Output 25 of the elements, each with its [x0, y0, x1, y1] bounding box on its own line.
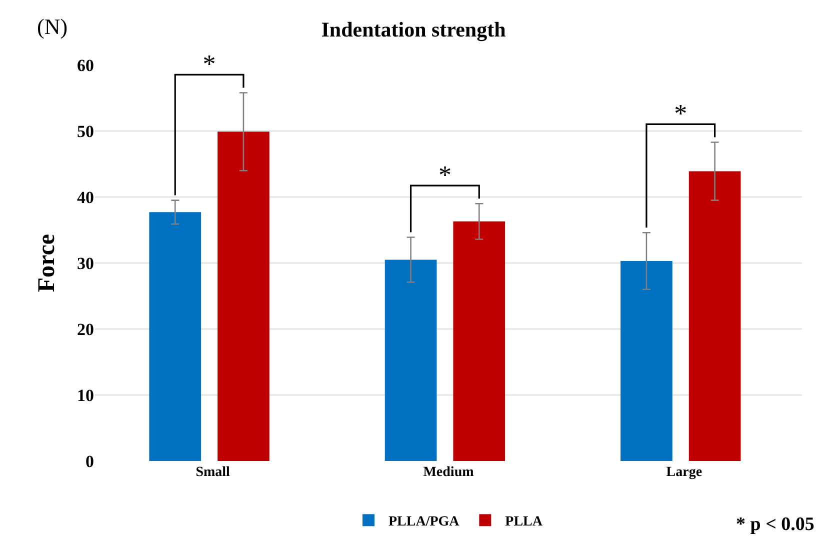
- x-tick-label: Small: [196, 465, 230, 480]
- y-tick-label: 10: [77, 386, 94, 405]
- x-tick-label: Medium: [423, 465, 474, 480]
- text: (N): [37, 14, 68, 39]
- bar: [384, 260, 437, 461]
- y-axis-title: Force: [34, 234, 60, 292]
- y-tick-label: 40: [77, 188, 94, 207]
- bar: [149, 212, 202, 461]
- y-tick-label: 0: [86, 452, 94, 471]
- y-tick-label: 30: [77, 254, 94, 273]
- annotation: *: [438, 160, 452, 190]
- legend-label: PLLA: [505, 514, 544, 530]
- legend-label: PLLA/PGA: [388, 514, 460, 530]
- bar: [688, 171, 741, 461]
- x-tick-label: Large: [666, 465, 702, 480]
- annotation: *: [674, 99, 688, 128]
- y-tick-label: 20: [77, 320, 94, 339]
- annotation: *: [202, 50, 216, 79]
- bar: [620, 261, 672, 461]
- y-tick-label: 60: [77, 56, 94, 75]
- bar: [218, 132, 270, 461]
- y-tick-label: 50: [77, 122, 94, 141]
- text: * p < 0.05: [736, 514, 814, 535]
- chart-title: Indentation strength: [321, 18, 506, 42]
- bar: [453, 221, 506, 461]
